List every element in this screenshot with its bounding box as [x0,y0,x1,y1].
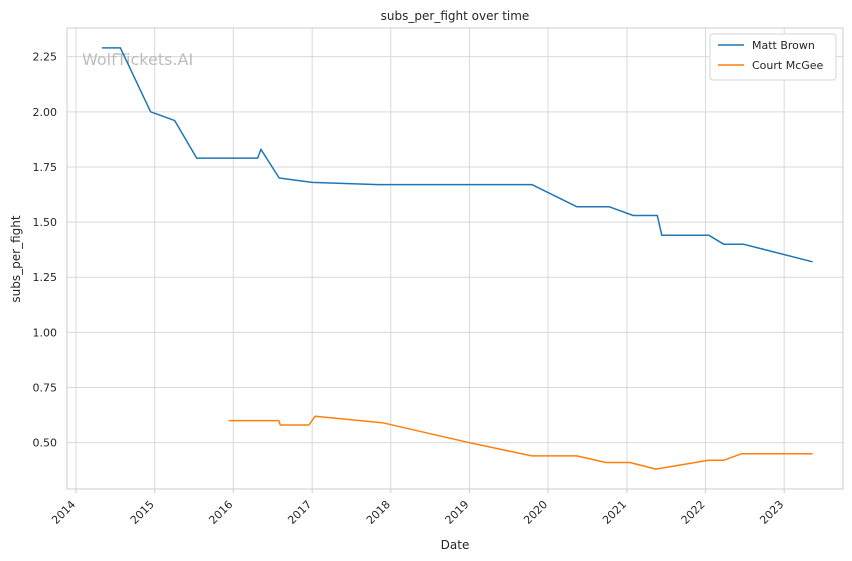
series-line-court-mcgee [228,415,813,470]
y-axis-label: subs_per_fight [9,215,23,302]
y-tick-label: 2.00 [33,106,58,119]
legend-label-court-mcgee: Court McGee [752,59,824,72]
grid [67,28,843,489]
chart-title: subs_per_fight over time [381,9,530,23]
legend: Matt Brown Court McGee [709,33,837,81]
y-tick-label: 1.50 [33,216,58,229]
series-layer [101,47,813,470]
y-tick-label: 1.25 [33,271,58,284]
y-tick-label: 1.00 [33,326,58,339]
y-tick-label: 0.50 [33,437,58,450]
y-tick-label: 1.75 [33,161,58,174]
watermark: WolfTickets.AI [82,50,193,69]
series-line-matt-brown [101,47,813,263]
plot-area [67,28,843,489]
y-tick-label: 0.75 [33,382,58,395]
legend-label-matt-brown: Matt Brown [752,39,815,52]
x-axis-label: Date [441,538,470,552]
plot-frame [66,27,844,490]
y-axis-ticks: 0.50 0.75 1.00 1.25 1.50 1.75 2.00 2.25 [33,51,58,450]
y-tick-label: 2.25 [33,51,58,64]
